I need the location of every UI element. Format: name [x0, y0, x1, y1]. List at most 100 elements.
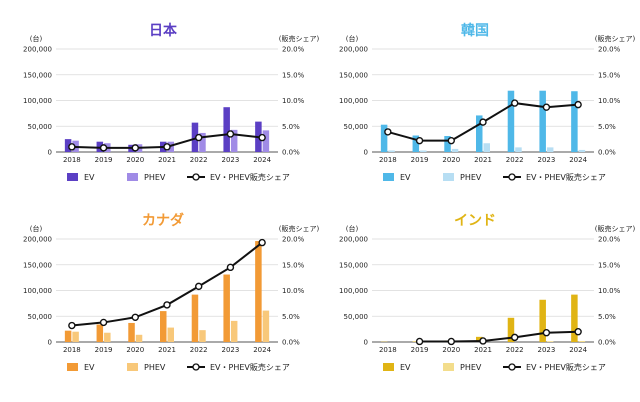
- x-tick-label: 2022: [190, 156, 208, 164]
- bar-phev: [230, 320, 238, 342]
- y-tick-label-right: 0.0%: [598, 339, 616, 347]
- legend-swatch: [127, 363, 138, 371]
- chart-panel: 日本 (台) (販売シェア) 0 0.0% 50,000 5.0% 100,000 10.0% 1…: [23, 22, 319, 182]
- share-point: [226, 263, 235, 272]
- share-point: [511, 99, 519, 107]
- share-point: [479, 337, 487, 345]
- legend-swatch: [383, 363, 394, 371]
- bar-phev: [199, 132, 206, 152]
- y-tick-label-right: 15.0%: [598, 261, 621, 269]
- legend-swatch: [67, 173, 78, 181]
- bar-ev: [539, 90, 546, 152]
- chart-panel: カナダ (台) (販売シェア) 0 0.0% 50,000 5.0% 100,000 10.0%…: [23, 212, 319, 372]
- legend-swatch: [443, 173, 454, 181]
- share-line: [419, 330, 579, 343]
- y-tick-label-right: 5.0%: [282, 123, 300, 131]
- bar-phev: [230, 129, 238, 152]
- y-tick-label-right: 10.0%: [598, 97, 621, 105]
- legend-item: EV: [67, 173, 95, 182]
- x-tick-label: 2024: [569, 156, 587, 164]
- share-point: [131, 313, 139, 321]
- legend-line-marker: [508, 363, 516, 371]
- legend-label: EV・PHEV販売シェア: [210, 362, 290, 372]
- x-tick-label: 2022: [506, 346, 524, 354]
- share-point: [99, 318, 108, 327]
- legend-item: EV・PHEV販売シェア: [187, 362, 290, 372]
- bar-phev: [546, 341, 554, 342]
- y-tick-label-left: 100,000: [339, 97, 368, 105]
- bar-ev: [476, 336, 483, 342]
- bar-phev: [167, 141, 174, 152]
- chart-title: 日本: [149, 22, 178, 39]
- bar-ev: [223, 274, 230, 342]
- bar-phev: [546, 147, 554, 152]
- bar-phev: [72, 331, 79, 342]
- chart-title: インド: [454, 213, 496, 229]
- bar-ev: [412, 341, 420, 342]
- y-tick-label-left: 50,000: [28, 313, 53, 321]
- legend-item: EV・PHEV販売シェア: [503, 362, 606, 372]
- share-point: [415, 136, 424, 145]
- legend-item: EV: [383, 173, 411, 182]
- share-point: [415, 337, 424, 346]
- y-tick-label-right: 0.0%: [598, 149, 616, 157]
- bar-ev: [444, 136, 451, 152]
- y-tick-label-right: 15.0%: [282, 71, 305, 79]
- x-tick-label: 2023: [222, 156, 240, 164]
- bar-ev: [507, 317, 515, 342]
- x-tick-label: 2022: [190, 346, 208, 354]
- share-point: [195, 133, 203, 142]
- x-tick-label: 2024: [253, 156, 271, 164]
- share-point: [384, 128, 392, 136]
- legend-line-marker: [192, 363, 200, 371]
- legend-label: EV・PHEV販売シェア: [526, 362, 606, 372]
- x-tick-label: 2019: [411, 156, 429, 164]
- y-tick-label-left: 150,000: [339, 71, 368, 79]
- legend-label: EV: [400, 173, 411, 182]
- x-tick-label: 2021: [474, 346, 492, 354]
- x-tick-label: 2019: [411, 346, 429, 354]
- y-tick-label-right: 10.0%: [598, 287, 621, 295]
- share-point: [226, 130, 235, 138]
- bar-ev: [64, 139, 72, 152]
- bar-phev: [388, 150, 395, 152]
- x-tick-label: 2020: [442, 346, 460, 354]
- x-tick-label: 2020: [442, 156, 460, 164]
- x-tick-label: 2022: [506, 156, 524, 164]
- y-tick-label-right: 20.0%: [282, 236, 305, 244]
- x-tick-label: 2018: [379, 346, 397, 354]
- bar-ev: [476, 115, 483, 152]
- bar-ev: [191, 294, 199, 342]
- y-tick-label-left: 200,000: [339, 46, 368, 54]
- legend-label: PHEV: [460, 173, 482, 182]
- bar-phev: [578, 340, 586, 342]
- bar-phev: [578, 149, 586, 152]
- y-tick-label-left: 100,000: [23, 97, 52, 105]
- legend-swatch: [383, 173, 394, 181]
- bar-phev: [167, 327, 174, 342]
- y-tick-label-right: 15.0%: [598, 71, 621, 79]
- share-point: [163, 301, 171, 309]
- x-tick-label: 2023: [538, 156, 556, 164]
- legend-label: EV: [84, 363, 95, 372]
- y-tick-label-left: 50,000: [28, 123, 53, 131]
- legend-line-marker: [192, 173, 200, 181]
- y-axis-right-label: (販売シェア): [279, 34, 320, 43]
- y-tick-label-left: 0: [364, 339, 368, 347]
- bar-ev: [160, 311, 167, 342]
- legend-item: PHEV: [127, 173, 166, 182]
- bar-ev: [571, 91, 578, 152]
- x-tick-label: 2020: [126, 156, 144, 164]
- x-tick-label: 2024: [253, 346, 271, 354]
- x-tick-label: 2021: [158, 156, 176, 164]
- x-tick-label: 2023: [222, 346, 240, 354]
- y-tick-label-right: 5.0%: [598, 313, 616, 321]
- share-point: [574, 327, 582, 336]
- legend-swatch: [67, 363, 78, 371]
- legend-item: PHEV: [443, 173, 482, 182]
- share-point: [99, 144, 108, 152]
- share-point: [258, 238, 266, 247]
- bar-phev: [262, 130, 270, 152]
- bar-phev: [104, 332, 111, 342]
